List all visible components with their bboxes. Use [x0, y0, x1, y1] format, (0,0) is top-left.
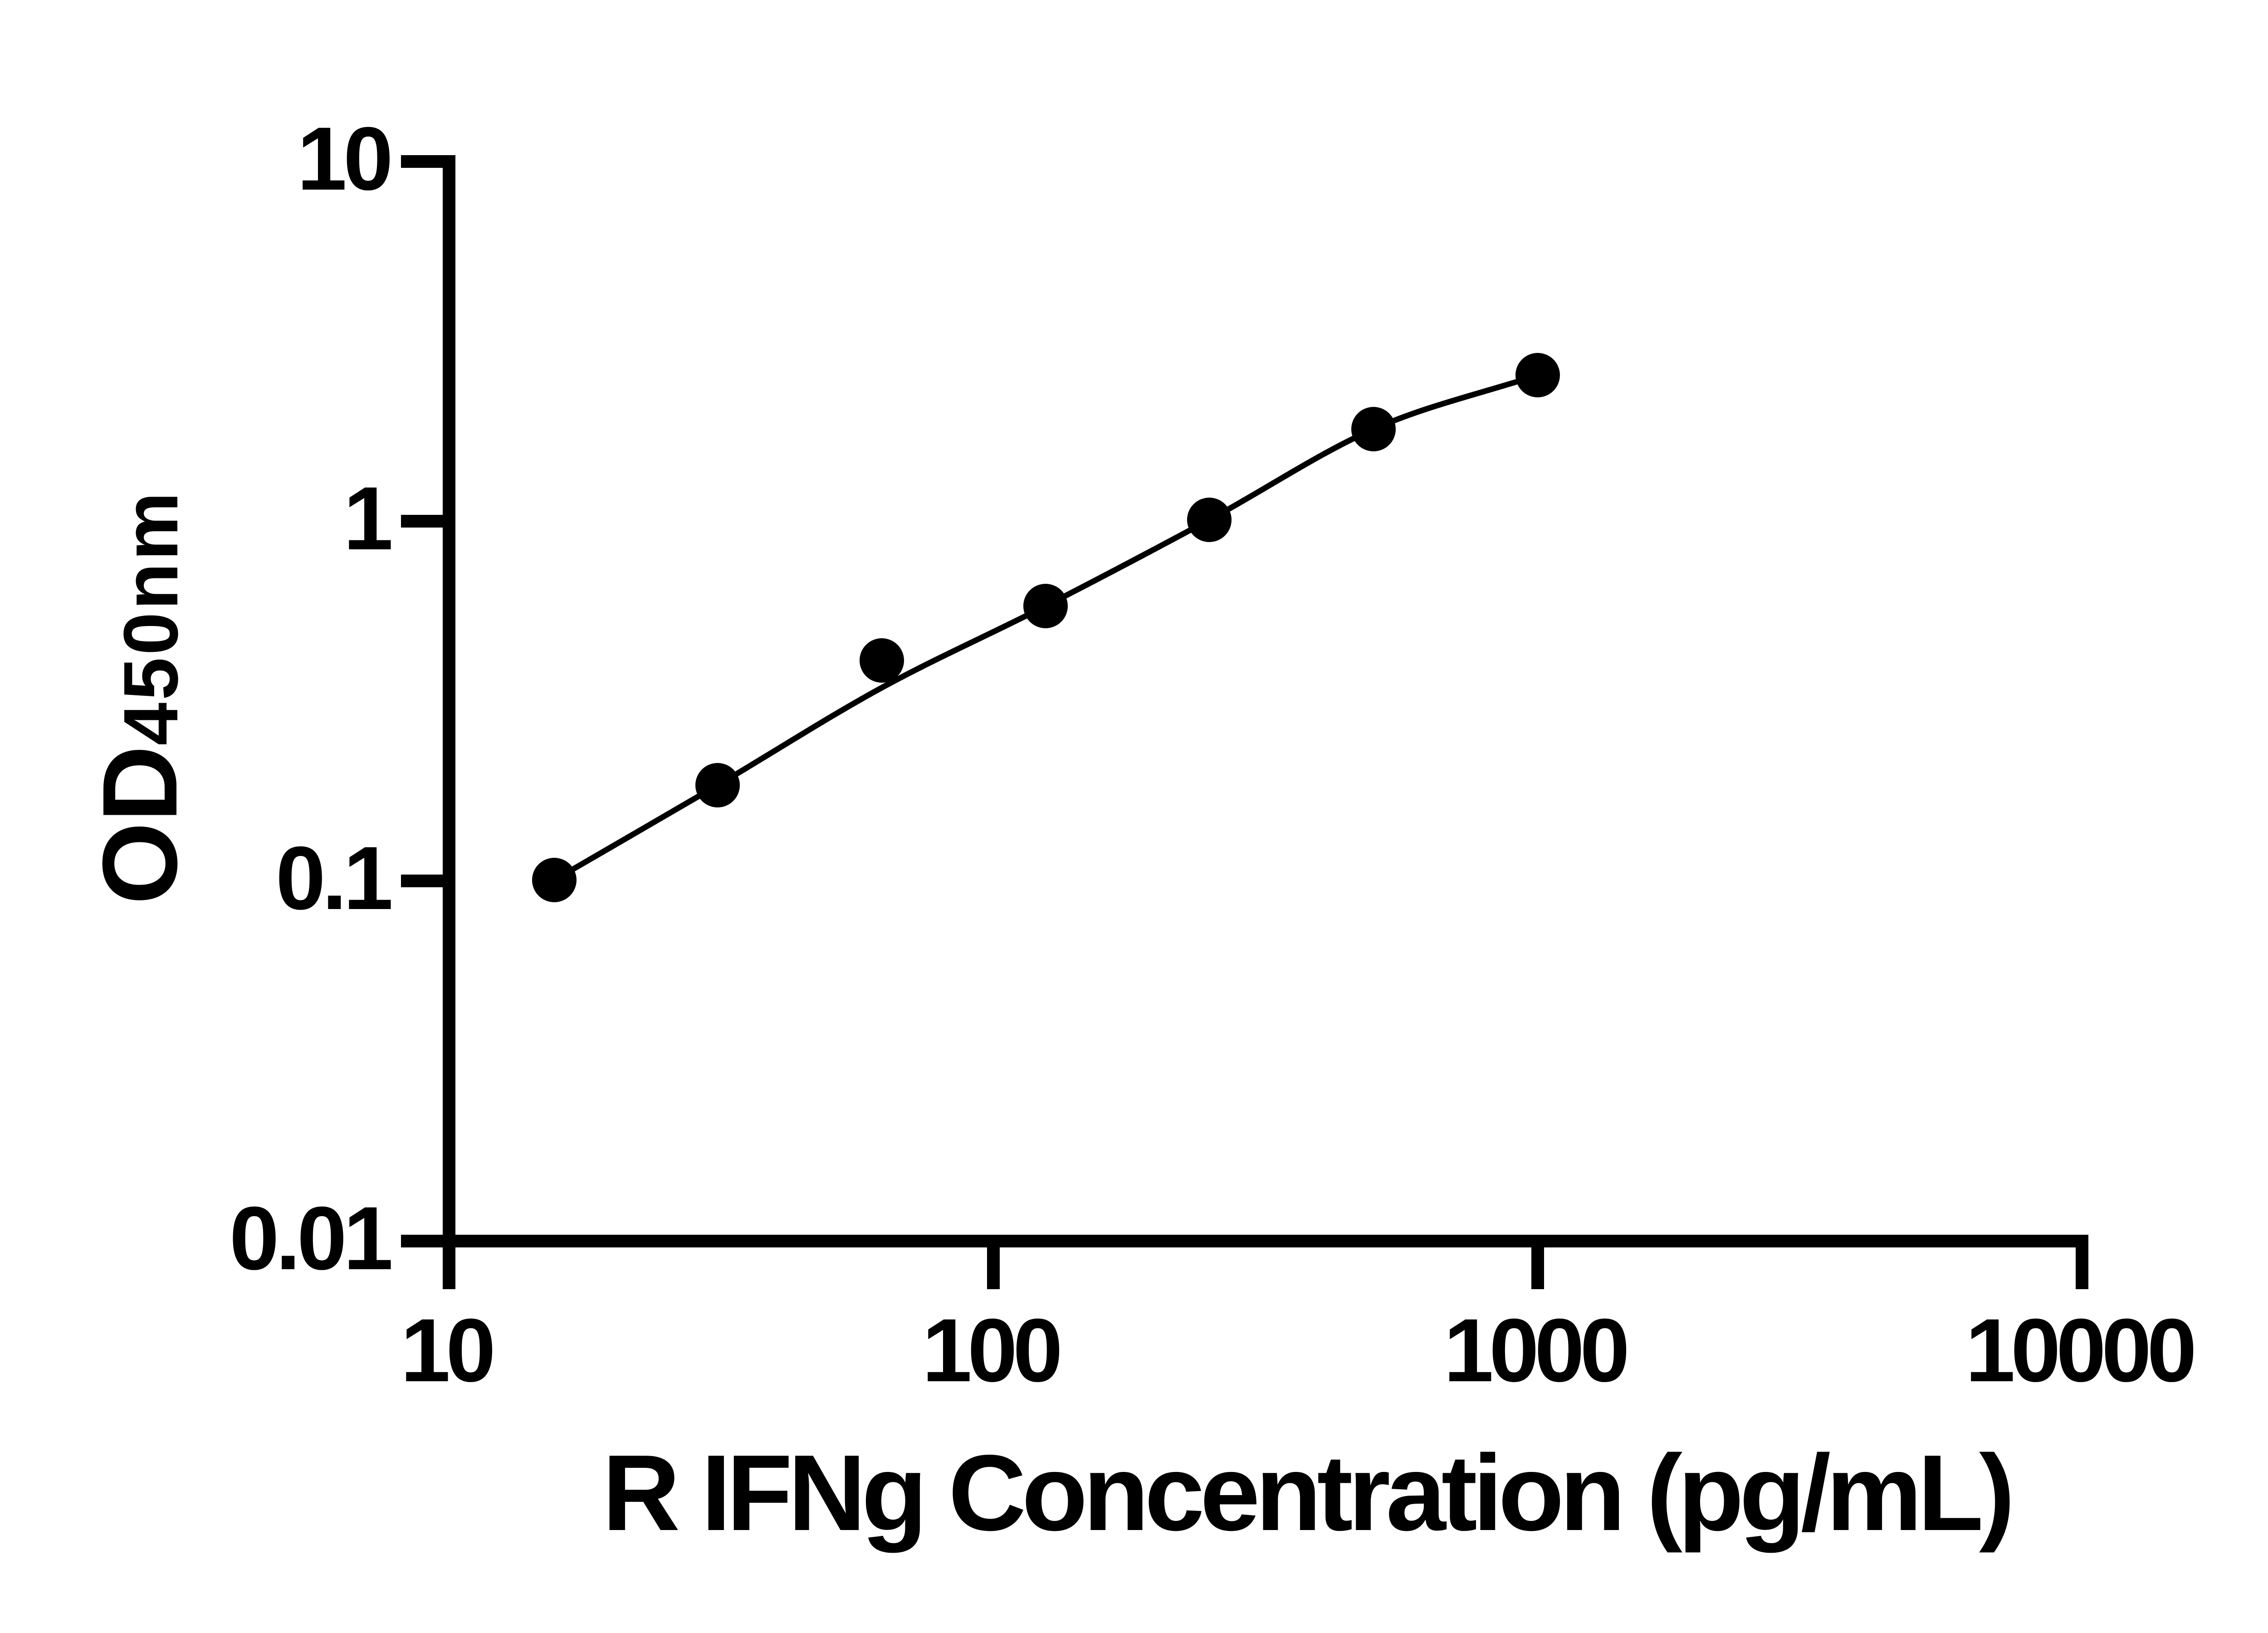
- svg-text:10: 10: [297, 108, 390, 209]
- svg-text:0.01: 0.01: [230, 1188, 391, 1288]
- svg-text:1000: 1000: [1444, 1300, 1626, 1400]
- svg-text:10: 10: [401, 1300, 492, 1400]
- svg-text:0.1: 0.1: [276, 828, 391, 928]
- svg-text:10000: 10000: [1965, 1300, 2193, 1400]
- svg-text:1: 1: [343, 468, 391, 568]
- svg-text:100: 100: [922, 1300, 1059, 1400]
- svg-text:R IFNg Concentration (pg/mL): R IFNg Concentration (pg/mL): [602, 1433, 2011, 1553]
